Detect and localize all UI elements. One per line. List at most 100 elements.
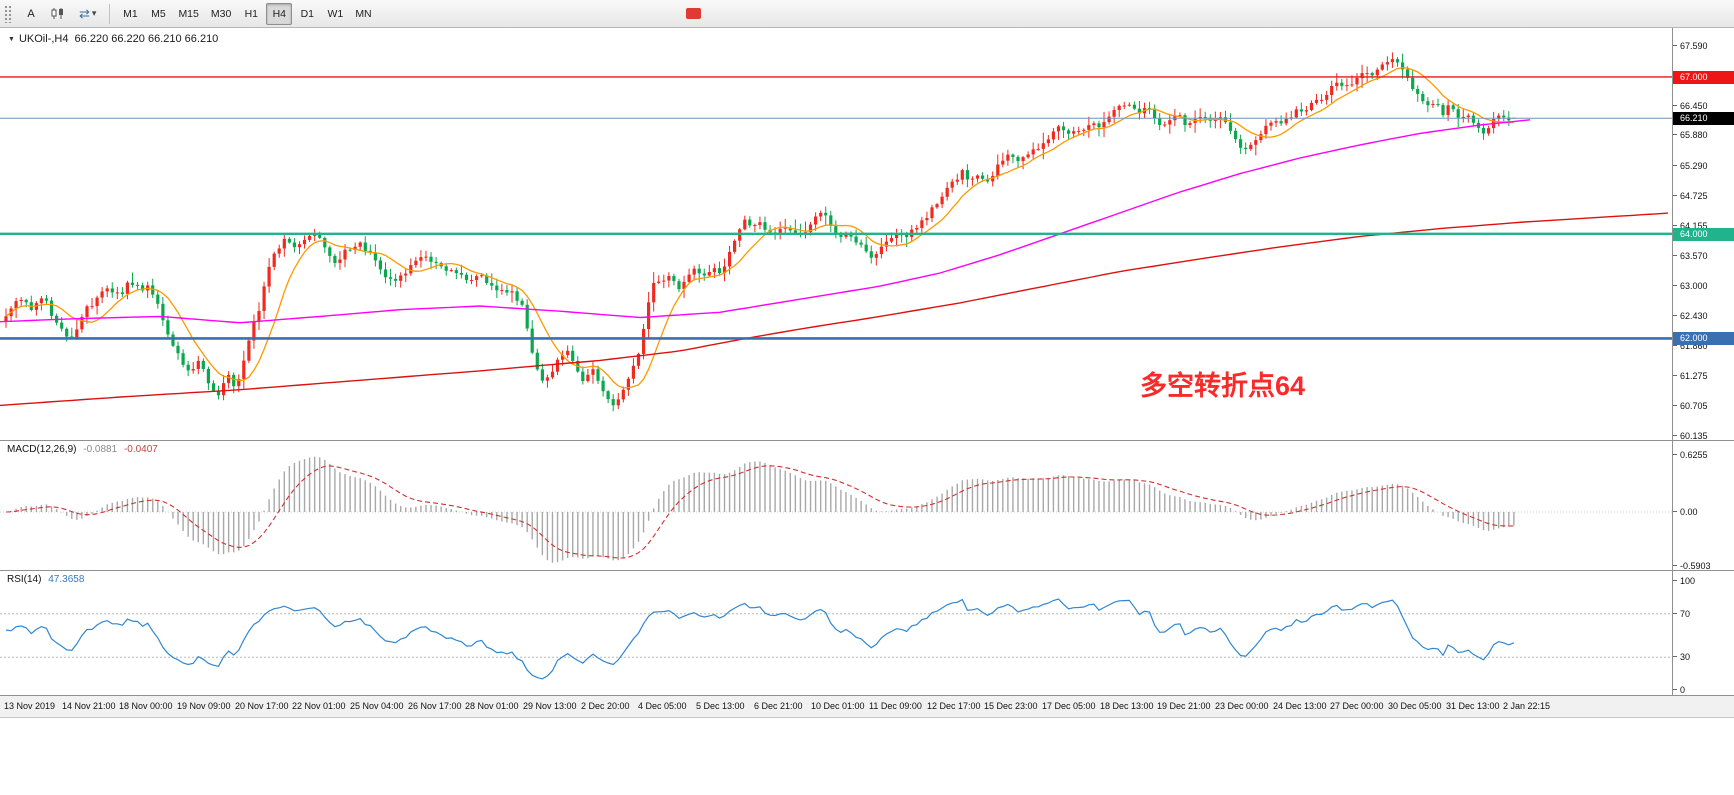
rsi-tick: 0 bbox=[1672, 685, 1686, 695]
macd-panel: 0.6255 0.00 -0.5903 MACD(12,26,9) -0.0881 … bbox=[0, 441, 1734, 571]
red-marker[interactable] bbox=[686, 8, 701, 19]
macd-main-value: -0.0881 bbox=[83, 444, 118, 455]
dropdown-caret-icon: ▾ bbox=[91, 8, 97, 18]
timeframe-button-group: M1 M5 M15 M30 H1 H4 D1 W1 MN bbox=[116, 2, 377, 25]
macd-axis: 0.6255 0.00 -0.5903 bbox=[1672, 441, 1734, 570]
chart-type-button[interactable] bbox=[45, 3, 71, 25]
time-label: 22 Nov 01:00 bbox=[292, 701, 346, 711]
timeframe-button-m1[interactable]: M1 bbox=[117, 3, 143, 25]
time-label: 5 Dec 13:00 bbox=[696, 701, 745, 711]
price-tick: 60.135 bbox=[1673, 431, 1708, 441]
rsi-name: RSI(14) bbox=[7, 574, 42, 585]
time-axis: 13 Nov 2019 14 Nov 21:00 18 Nov 00:00 19 No… bbox=[0, 696, 1734, 718]
price-tick: 60.705 bbox=[1673, 401, 1708, 411]
price-tick: 66.450 bbox=[1673, 101, 1708, 111]
macd-tick: 0.00 bbox=[1673, 507, 1698, 517]
chart-annotation: 多空转折点64 bbox=[1140, 371, 1306, 401]
time-label: 26 Nov 17:00 bbox=[408, 701, 462, 711]
time-label: 19 Nov 09:00 bbox=[177, 701, 231, 711]
macd-name: MACD(12,26,9) bbox=[7, 444, 77, 455]
timeframe-button-m15[interactable]: M15 bbox=[173, 3, 203, 25]
time-label: 4 Dec 05:00 bbox=[638, 701, 687, 711]
rsi-panel: 100 70 30 0 RSI(14) 47.3658 bbox=[0, 571, 1734, 696]
price-tick: 62.430 bbox=[1673, 311, 1708, 321]
time-label: 25 Nov 04:00 bbox=[350, 701, 404, 711]
macd-tick: 0.6255 bbox=[1673, 450, 1708, 460]
rsi-value: 47.3658 bbox=[48, 574, 85, 585]
time-label: 23 Dec 00:00 bbox=[1215, 701, 1269, 711]
price-tick: 65.290 bbox=[1673, 161, 1708, 171]
time-label: 2 Dec 20:00 bbox=[581, 701, 630, 711]
time-label: 24 Dec 13:00 bbox=[1273, 701, 1327, 711]
time-label: 12 Dec 17:00 bbox=[927, 701, 981, 711]
time-label: 30 Dec 05:00 bbox=[1388, 701, 1442, 711]
timeframe-button-mn[interactable]: MN bbox=[350, 3, 376, 25]
price-chart-panel: 67.590 66.450 65.880 65.290 64.725 64.155 63.5… bbox=[0, 28, 1734, 441]
chart-title: ▼ UKOil-,H4 66.220 66.220 66.210 66.210 bbox=[8, 33, 218, 45]
macd-plot[interactable] bbox=[0, 441, 1672, 570]
time-label: 2 Jan 22:15 bbox=[1503, 701, 1551, 711]
price-tick: 63.570 bbox=[1673, 251, 1708, 261]
timeframe-button-h4[interactable]: H4 bbox=[266, 2, 293, 25]
candlestick-icon bbox=[51, 8, 63, 19]
time-label: 17 Dec 05:00 bbox=[1042, 701, 1096, 711]
time-label: 31 Dec 13:00 bbox=[1446, 701, 1500, 711]
ma-slow-line bbox=[0, 212, 1669, 407]
time-label: 27 Dec 00:00 bbox=[1330, 701, 1384, 711]
time-label: 11 Dec 09:00 bbox=[869, 701, 922, 711]
price-badge-64.000: 64.000 bbox=[1673, 228, 1734, 241]
rsi-tick: 30 bbox=[1672, 652, 1691, 662]
text-tool-button[interactable]: A bbox=[19, 3, 43, 25]
price-badge-66.210: 66.210 bbox=[1673, 112, 1734, 125]
toolbar-separator bbox=[109, 3, 111, 24]
rsi-plot[interactable] bbox=[0, 571, 1672, 695]
candlestick-chart[interactable] bbox=[0, 28, 1672, 440]
rsi-tick: 100 bbox=[1672, 576, 1696, 586]
price-axis: 67.590 66.450 65.880 65.290 64.725 64.155 63.5… bbox=[1672, 28, 1734, 440]
price-badge-67.000: 67.000 bbox=[1673, 71, 1734, 84]
macd-histogram bbox=[10, 456, 1515, 563]
timeframe-button-m5[interactable]: M5 bbox=[145, 3, 171, 25]
price-badge-62.000: 62.000 bbox=[1673, 332, 1734, 345]
price-tick: 64.725 bbox=[1673, 191, 1708, 201]
price-tick: 65.880 bbox=[1673, 130, 1708, 140]
price-tick: 61.275 bbox=[1673, 371, 1708, 381]
time-label: 28 Nov 01:00 bbox=[465, 701, 519, 711]
macd-tick: -0.5903 bbox=[1673, 561, 1711, 571]
symbol-ohlc-label: UKOil-,H4 66.220 66.220 66.210 66.210 bbox=[18, 33, 219, 45]
time-label: 20 Nov 17:00 bbox=[235, 701, 289, 711]
cycle-arrows-icon: ⇄ bbox=[79, 5, 90, 21]
time-label: 18 Nov 00:00 bbox=[119, 701, 173, 711]
rsi-tick: 70 bbox=[1672, 609, 1691, 619]
chart-marker-icon: ▼ bbox=[8, 35, 15, 43]
price-tick: 61.860 bbox=[1673, 341, 1708, 351]
cycle-dropdown-button[interactable]: ⇄ ▾ bbox=[73, 3, 102, 25]
rsi-label: RSI(14) 47.3658 bbox=[7, 574, 84, 585]
time-label: 14 Nov 21:00 bbox=[62, 701, 116, 711]
time-label: 29 Nov 13:00 bbox=[523, 701, 577, 711]
timeframe-button-d1[interactable]: D1 bbox=[294, 3, 320, 25]
price-tick: 64.155 bbox=[1673, 221, 1708, 231]
toolbar: A ⇄ ▾ M1 M5 M15 M30 H1 H4 D1 W1 MN bbox=[0, 0, 1734, 28]
time-label: 10 Dec 01:00 bbox=[811, 701, 865, 711]
time-label: 15 Dec 23:00 bbox=[984, 701, 1038, 711]
ma-fast-line bbox=[5, 66, 1514, 389]
time-label: 19 Dec 21:00 bbox=[1157, 701, 1211, 711]
ma-mid-line bbox=[0, 119, 1531, 324]
time-label: 6 Dec 21:00 bbox=[754, 701, 803, 711]
timeframe-button-w1[interactable]: W1 bbox=[322, 3, 348, 25]
time-label: 18 Dec 13:00 bbox=[1100, 701, 1154, 711]
candles bbox=[4, 52, 1516, 412]
time-label: 13 Nov 2019 bbox=[4, 701, 56, 711]
macd-label: MACD(12,26,9) -0.0881 -0.0407 bbox=[7, 444, 158, 455]
bottom-strip bbox=[0, 718, 1734, 795]
rsi-line bbox=[5, 598, 1515, 680]
price-tick: 67.590 bbox=[1673, 41, 1708, 51]
toolbar-drag-handle[interactable] bbox=[4, 4, 13, 23]
rsi-axis: 100 70 30 0 bbox=[1672, 571, 1734, 695]
macd-signal-value: -0.0407 bbox=[123, 444, 158, 455]
timeframe-button-h1[interactable]: H1 bbox=[238, 3, 264, 25]
price-tick: 63.000 bbox=[1673, 281, 1708, 291]
timeframe-button-m30[interactable]: M30 bbox=[206, 3, 236, 25]
